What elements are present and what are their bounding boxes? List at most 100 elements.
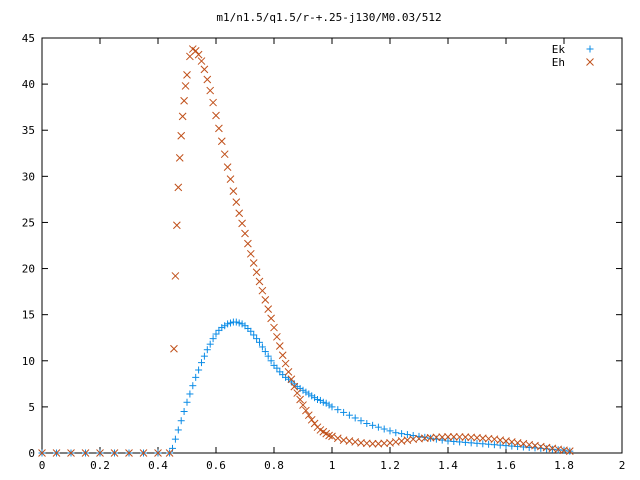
- plot-frame: [41, 37, 623, 454]
- data-point-ek: [319, 398, 327, 406]
- series-eh: [38, 45, 574, 457]
- data-point-ek: [374, 423, 382, 431]
- data-point-eh: [302, 406, 310, 415]
- data-point-eh: [278, 351, 287, 360]
- data-point-ek: [386, 427, 394, 435]
- data-point-eh: [170, 344, 178, 353]
- data-point-ek: [314, 396, 321, 404]
- y-tick-label: 5: [28, 401, 35, 414]
- data-point-eh: [154, 449, 162, 457]
- data-point-eh: [304, 411, 313, 420]
- series-ek: [38, 318, 574, 457]
- data-point-ek: [264, 352, 272, 360]
- data-point-ek: [345, 411, 353, 419]
- data-point-eh: [38, 449, 46, 457]
- data-point-eh: [438, 433, 447, 441]
- data-point-eh: [229, 187, 238, 195]
- y-tick-label: 30: [22, 170, 35, 183]
- data-point-ek: [232, 318, 240, 326]
- data-point-ek: [369, 421, 377, 429]
- data-point-eh: [246, 249, 255, 258]
- data-point-eh: [139, 449, 148, 457]
- data-point-eh: [432, 433, 441, 442]
- data-point-eh: [293, 389, 302, 397]
- data-point-eh: [281, 359, 290, 368]
- data-point-ek: [174, 426, 182, 434]
- data-point-ek: [189, 382, 197, 390]
- data-point-eh: [244, 239, 252, 248]
- data-point-eh: [178, 112, 187, 121]
- legend-label-eh: Eh: [552, 56, 565, 69]
- data-point-eh: [267, 314, 275, 323]
- data-point-ek: [247, 327, 255, 335]
- data-point-eh: [299, 401, 307, 409]
- data-point-ek: [206, 340, 214, 348]
- data-point-ek: [224, 320, 232, 328]
- data-point-eh: [241, 229, 249, 238]
- data-point-eh: [284, 367, 293, 376]
- data-point-eh: [455, 433, 464, 441]
- data-point-eh: [200, 65, 209, 74]
- data-point-ek: [340, 408, 348, 416]
- x-tick-label: 0.4: [148, 459, 168, 472]
- data-point-eh: [307, 415, 316, 424]
- data-point-eh: [238, 219, 246, 228]
- legend-marker-point: [586, 58, 594, 66]
- data-point-eh: [96, 449, 104, 457]
- legend-marker-eh: [586, 58, 594, 66]
- data-point-eh: [444, 433, 452, 441]
- data-point-eh: [264, 305, 273, 313]
- y-tick-label: 40: [22, 78, 35, 91]
- data-point-eh: [226, 175, 235, 183]
- data-point-eh: [296, 395, 304, 404]
- data-point-ek: [256, 338, 263, 346]
- data-point-eh: [52, 449, 61, 457]
- data-point-eh: [171, 272, 180, 280]
- data-point-eh: [194, 50, 203, 59]
- data-point-ek: [380, 425, 388, 433]
- data-point-eh: [261, 296, 270, 304]
- data-point-ek: [192, 373, 200, 381]
- data-point-eh: [287, 375, 296, 384]
- data-point-eh: [209, 98, 217, 107]
- y-tick-label: 0: [28, 447, 35, 460]
- data-point-ek: [392, 429, 400, 437]
- data-point-ek: [186, 390, 194, 398]
- data-point-eh: [197, 57, 206, 65]
- data-point-eh: [174, 183, 183, 192]
- x-tick-label: 0: [39, 459, 46, 472]
- data-point-eh: [449, 433, 458, 441]
- data-point-eh: [220, 150, 229, 159]
- data-point-ek: [200, 352, 208, 360]
- data-point-eh: [325, 431, 333, 440]
- x-tick-label: 0.6: [206, 459, 226, 472]
- data-point-ek: [235, 319, 243, 327]
- data-point-eh: [110, 449, 119, 457]
- legend-label-ek: Ek: [552, 43, 566, 56]
- data-point-ek: [328, 403, 336, 411]
- data-point-eh: [223, 163, 232, 171]
- data-point-ek: [198, 359, 205, 367]
- legend: Ek Eh: [552, 43, 594, 69]
- data-point-eh: [333, 434, 342, 443]
- data-point-eh: [249, 259, 258, 267]
- data-point-ek: [212, 330, 220, 338]
- data-point-ek: [334, 406, 342, 414]
- y-tick-label: 10: [22, 355, 35, 368]
- data-point-ek: [250, 331, 258, 339]
- data-point-eh: [368, 439, 377, 448]
- data-point-eh: [215, 124, 223, 133]
- x-tick-label: 1.6: [496, 459, 516, 472]
- legend-marker-point: [586, 45, 594, 53]
- y-tick-label: 25: [22, 216, 35, 229]
- data-point-ek: [177, 417, 185, 425]
- data-point-ek: [261, 348, 269, 356]
- data-point-ek: [253, 335, 261, 343]
- data-point-ek: [403, 431, 411, 439]
- data-point-ek: [183, 398, 191, 406]
- x-tick-label: 1.8: [554, 459, 574, 472]
- data-point-ek: [421, 433, 429, 441]
- data-point-eh: [191, 47, 200, 55]
- data-point-ek: [351, 414, 359, 422]
